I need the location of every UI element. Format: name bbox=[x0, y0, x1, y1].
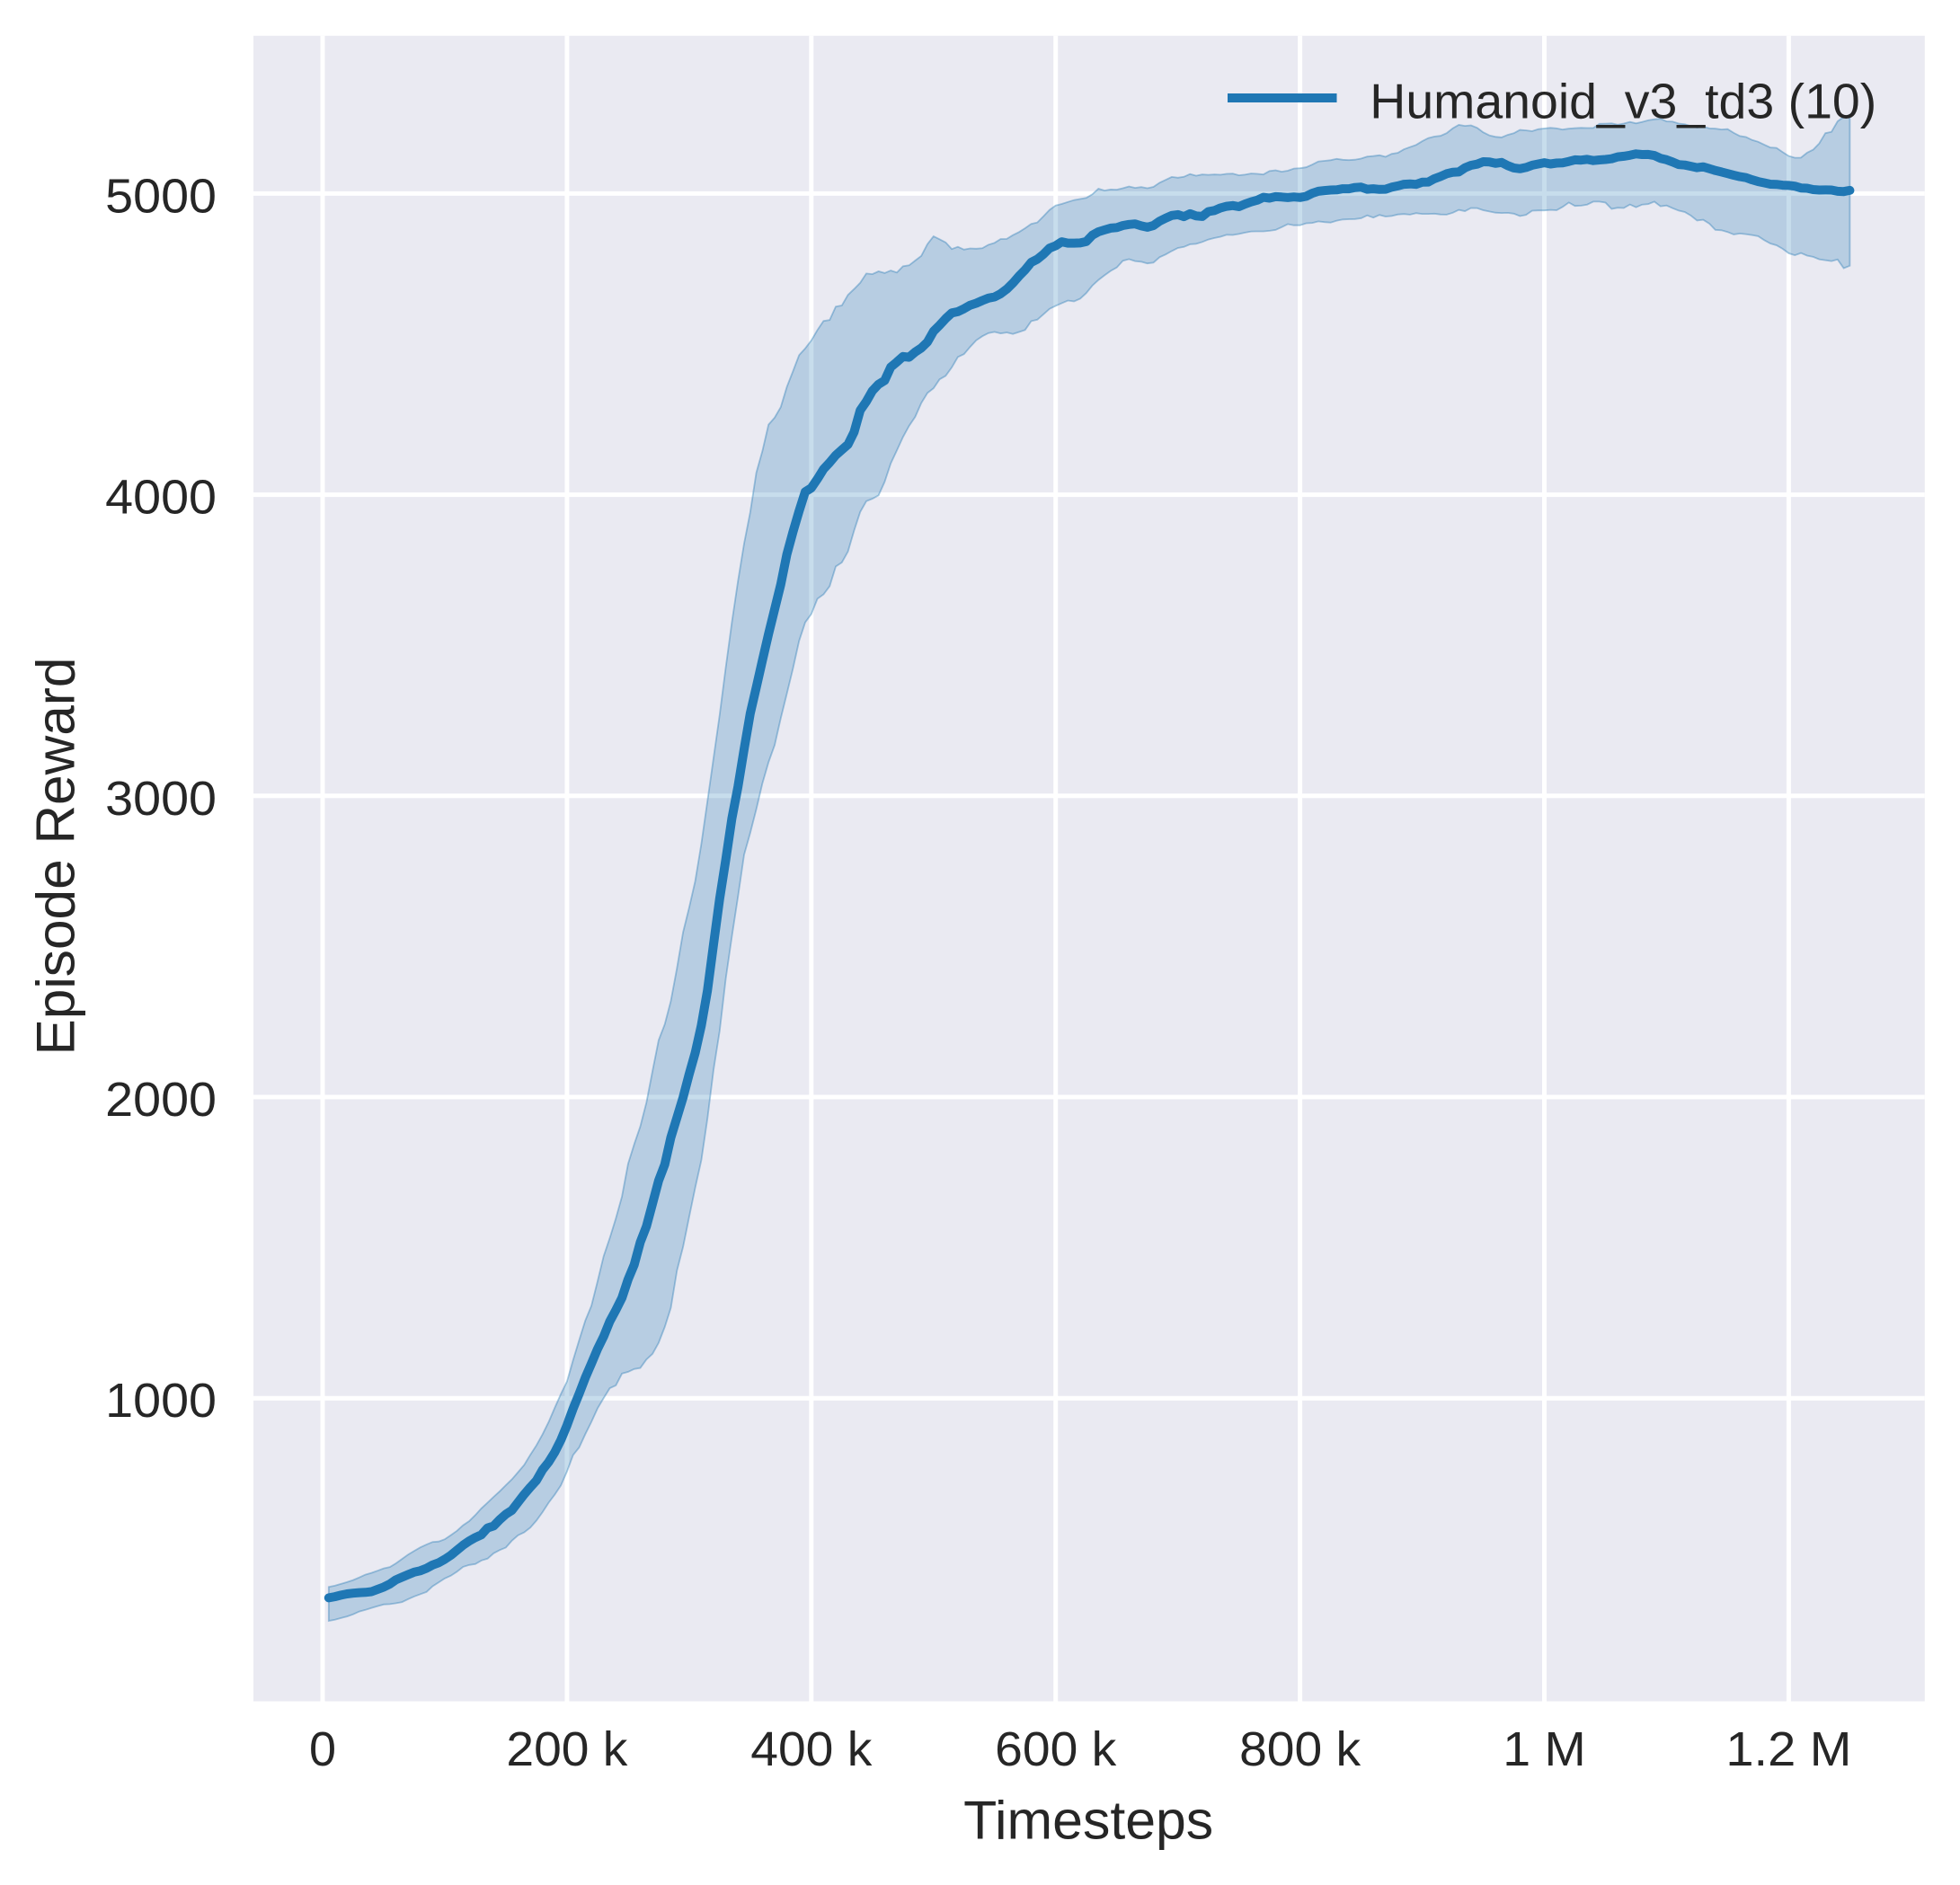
svg-text:Humanoid_v3_td3 (10): Humanoid_v3_td3 (10) bbox=[1370, 74, 1876, 129]
svg-text:4000: 4000 bbox=[105, 471, 217, 525]
svg-text:5000: 5000 bbox=[105, 169, 217, 223]
svg-text:Timesteps: Timesteps bbox=[963, 1791, 1213, 1851]
svg-text:200 k: 200 k bbox=[506, 1722, 628, 1776]
svg-text:3000: 3000 bbox=[105, 772, 217, 826]
svg-text:1.2 M: 1.2 M bbox=[1725, 1722, 1851, 1776]
svg-text:0: 0 bbox=[309, 1722, 336, 1776]
svg-text:600 k: 600 k bbox=[995, 1722, 1117, 1776]
svg-text:400 k: 400 k bbox=[750, 1722, 873, 1776]
svg-text:1000: 1000 bbox=[105, 1374, 217, 1428]
svg-text:800 k: 800 k bbox=[1239, 1722, 1361, 1776]
svg-text:2000: 2000 bbox=[105, 1073, 217, 1127]
svg-text:1 M: 1 M bbox=[1503, 1722, 1586, 1776]
svg-text:Episode Reward: Episode Reward bbox=[26, 658, 86, 1056]
